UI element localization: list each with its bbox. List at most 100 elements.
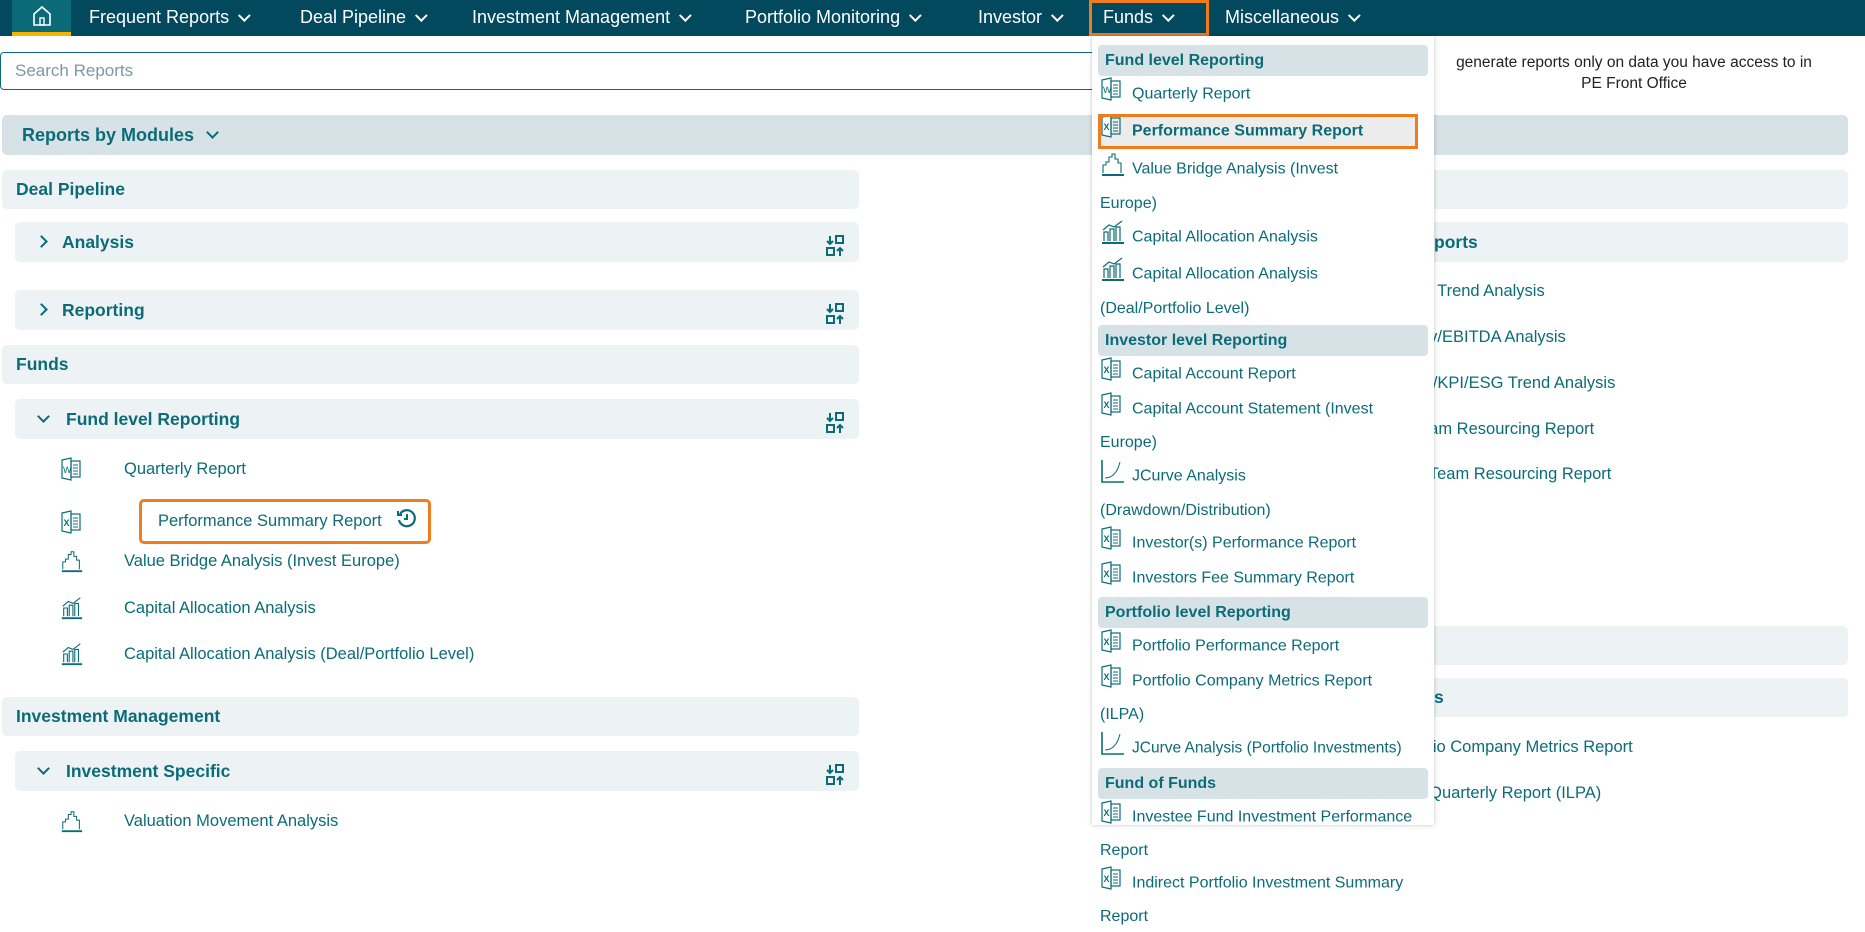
excel-doc-icon: X xyxy=(1100,800,1132,835)
chevron-down-icon xyxy=(37,410,50,423)
menu-item-label: Capital Account Statement (Invest Europe… xyxy=(1100,400,1374,451)
nav-label: Investment Management xyxy=(472,7,671,27)
nav-funds[interactable]: Funds xyxy=(1089,0,1209,36)
word-doc-icon: W xyxy=(60,457,84,481)
report-label: Performance Summary Report xyxy=(158,512,382,530)
collapse-expand-icon[interactable] xyxy=(825,299,845,339)
right-report-item[interactable]: ev/EBITDA Analysis xyxy=(1420,328,1566,346)
right-group-header[interactable]: s xyxy=(1380,678,1848,717)
menu-item[interactable]: X Investors Fee Summary Report xyxy=(1098,561,1398,596)
right-report-item[interactable]: G Trend Analysis xyxy=(1420,282,1545,300)
menu-item[interactable]: X Indirect Portfolio Investment Summary R… xyxy=(1098,866,1423,932)
value-bridge-icon xyxy=(1100,151,1132,188)
right-section-header xyxy=(1380,170,1848,209)
svg-text:X: X xyxy=(1104,365,1110,375)
excel-doc-icon: X xyxy=(1100,866,1132,901)
nav-miscellaneous[interactable]: Miscellaneous xyxy=(1225,0,1361,36)
menu-item[interactable]: W Quarterly Report xyxy=(1098,77,1398,112)
report-value-bridge[interactable]: Value Bridge Analysis (Invest Europe) xyxy=(60,548,400,574)
bar-chart-icon xyxy=(1100,256,1132,293)
chevron-down-icon xyxy=(206,126,219,139)
group-investment-specific[interactable]: Investment Specific xyxy=(15,751,859,791)
menu-item-label: JCurve Analysis (Drawdown/Distribution) xyxy=(1100,467,1271,519)
right-report-item[interactable]: olio Company Metrics Report xyxy=(1420,738,1633,756)
report-performance-summary[interactable]: X Performance Summary Report xyxy=(60,499,431,544)
highlighted-report[interactable]: Performance Summary Report xyxy=(139,499,431,544)
chevron-right-icon xyxy=(35,235,48,248)
right-report-item[interactable]: t Quarterly Report (ILPA) xyxy=(1420,784,1602,802)
right-report-item[interactable]: eam Resourcing Report xyxy=(1420,420,1595,438)
report-label: Valuation Movement Analysis xyxy=(124,811,339,830)
menu-item[interactable]: JCurve Analysis (Drawdown/Distribution) xyxy=(1098,458,1358,526)
menu-item[interactable]: Capital Allocation Analysis xyxy=(1098,219,1398,256)
menu-item[interactable]: Value Bridge Analysis (Invest Europe) xyxy=(1098,151,1398,219)
menu-item-label: Investor(s) Performance Report xyxy=(1132,534,1357,552)
menu-item[interactable]: X Portfolio Company Metrics Report (ILPA) xyxy=(1098,664,1388,730)
svg-text:W: W xyxy=(63,465,72,475)
menu-item-label: Investee Fund Investment Performance Rep… xyxy=(1100,808,1413,859)
svg-text:X: X xyxy=(1104,534,1110,544)
jcurve-icon xyxy=(1100,458,1132,495)
nav-deal-pipeline[interactable]: Deal Pipeline xyxy=(300,0,428,36)
chevron-down-icon xyxy=(1348,9,1361,23)
collapse-expand-icon[interactable] xyxy=(825,408,845,448)
svg-text:X: X xyxy=(1104,672,1110,682)
menu-item[interactable]: X Investee Fund Investment Performance Re… xyxy=(1098,800,1423,866)
group-label: Investment Specific xyxy=(66,761,231,781)
home-button[interactable] xyxy=(12,0,71,36)
nav-investment-management[interactable]: Investment Management xyxy=(472,0,692,36)
excel-doc-icon: X xyxy=(1100,357,1132,392)
excel-doc-icon: X xyxy=(1100,664,1132,699)
right-group-header[interactable]: ports xyxy=(1380,222,1848,262)
collapse-expand-icon[interactable] xyxy=(825,231,845,271)
menu-item[interactable]: JCurve Analysis (Portfolio Investments) xyxy=(1098,730,1428,767)
report-quarterly[interactable]: W Quarterly Report xyxy=(60,457,246,481)
right-report-item[interactable]: t Team Resourcing Report xyxy=(1420,465,1612,483)
menu-item[interactable]: X Portfolio Performance Report xyxy=(1098,629,1398,664)
jcurve-icon xyxy=(1100,730,1132,767)
report-capital-allocation[interactable]: Capital Allocation Analysis xyxy=(60,595,316,621)
group-fund-level-reporting[interactable]: Fund level Reporting xyxy=(15,399,859,439)
nav-portfolio-monitoring[interactable]: Portfolio Monitoring xyxy=(745,0,922,36)
excel-doc-icon: X xyxy=(1100,629,1132,664)
collapse-expand-icon[interactable] xyxy=(825,760,845,800)
right-report-item[interactable]: in/KPI/ESG Trend Analysis xyxy=(1420,374,1616,392)
menu-item-label: Portfolio Company Metrics Report (ILPA) xyxy=(1100,672,1373,723)
report-capital-allocation-deal[interactable]: Capital Allocation Analysis (Deal/Portfo… xyxy=(60,641,474,667)
menu-item[interactable]: X Capital Account Report xyxy=(1098,357,1398,392)
menu-item[interactable]: X Investor(s) Performance Report xyxy=(1098,526,1398,561)
nav-investor[interactable]: Investor xyxy=(978,0,1064,36)
svg-text:X: X xyxy=(1104,808,1110,818)
chevron-down-icon xyxy=(415,9,428,23)
report-label: Value Bridge Analysis (Invest Europe) xyxy=(124,551,400,570)
value-bridge-icon xyxy=(60,548,84,574)
reports-by-modules-toggle[interactable]: Reports by Modules xyxy=(2,115,1848,155)
note-line: PE Front Office xyxy=(1581,75,1687,92)
excel-doc-icon: X xyxy=(1100,526,1132,561)
note-line: generate reports only on data you have a… xyxy=(1456,54,1812,71)
report-label: Capital Allocation Analysis xyxy=(124,598,316,617)
history-icon[interactable] xyxy=(396,508,418,535)
excel-doc-icon: X xyxy=(1100,114,1132,149)
chevron-down-icon xyxy=(1161,9,1175,23)
excel-doc-icon: X xyxy=(1100,561,1132,596)
group-reporting[interactable]: Reporting xyxy=(15,290,859,330)
nav-label: Investor xyxy=(978,7,1043,27)
access-note: generate reports only on data you have a… xyxy=(1434,52,1834,94)
menu-item[interactable]: Capital Allocation Analysis (Deal/Portfo… xyxy=(1098,256,1378,324)
menu-item-label: Capital Account Report xyxy=(1132,365,1296,383)
menu-header-fund-of-funds: Fund of Funds xyxy=(1098,768,1428,799)
svg-text:X: X xyxy=(1104,569,1110,579)
menu-item[interactable]: X Capital Account Statement (Invest Europ… xyxy=(1098,392,1388,458)
nav-label: Funds xyxy=(1103,7,1154,27)
menu-header-portfolio-level: Portfolio level Reporting xyxy=(1098,597,1428,628)
menu-item-selected[interactable]: X Performance Summary Report xyxy=(1098,114,1418,149)
chevron-down-icon xyxy=(909,9,922,23)
chevron-right-icon xyxy=(35,303,48,316)
group-analysis[interactable]: Analysis xyxy=(15,222,859,262)
nav-frequent-reports[interactable]: Frequent Reports xyxy=(89,0,251,36)
report-label: Capital Allocation Analysis (Deal/Portfo… xyxy=(124,644,475,663)
menu-item-label: Performance Summary Report xyxy=(1132,122,1364,140)
report-valuation-movement[interactable]: Valuation Movement Analysis xyxy=(60,808,338,834)
search-input[interactable] xyxy=(0,52,1100,90)
